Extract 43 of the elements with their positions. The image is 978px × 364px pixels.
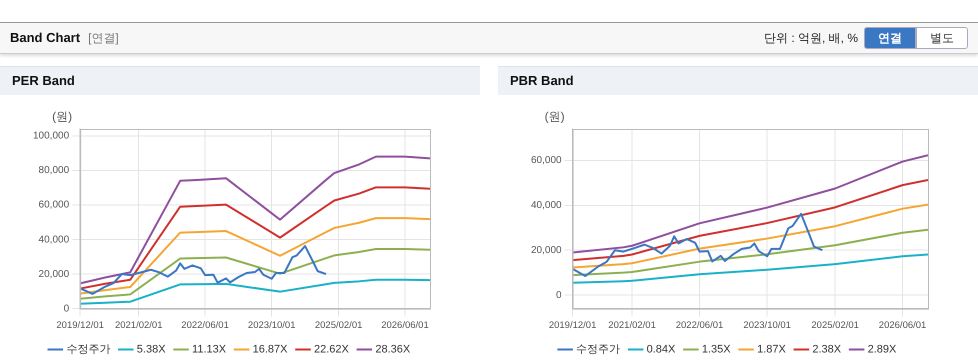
y-tick-label: 60,000 [530, 155, 562, 166]
legend-label: 11.13X [192, 344, 227, 356]
y-axis-title: (원) [52, 109, 72, 124]
y-tick-label: 60,000 [38, 200, 70, 211]
legend-label: 수정주가 [576, 344, 620, 356]
legend-label: 수정주가 [66, 344, 110, 356]
x-tick-label: 2026/06/01 [878, 320, 926, 331]
y-tick-label: 100,000 [32, 130, 70, 142]
x-tick-label: 2019/12/01 [56, 320, 104, 331]
x-tick-label: 2025/02/01 [811, 320, 859, 331]
y-tick-label: 80,000 [38, 165, 70, 176]
x-tick-label: 2025/02/01 [314, 320, 362, 331]
x-tick-label: 2023/10/01 [248, 320, 296, 331]
chart-title: PER Band [0, 66, 480, 95]
x-tick-label: 2026/06/01 [381, 320, 429, 331]
x-tick-label: 2023/10/01 [743, 320, 791, 331]
y-tick-label: 0 [556, 290, 562, 301]
y-tick-label: 20,000 [530, 244, 562, 256]
legend-label: 2.38X [812, 344, 842, 356]
text: 연결 [864, 27, 916, 49]
text: Band Chart [10, 30, 80, 45]
text: 별도 [916, 27, 968, 49]
x-tick-label: 2022/06/01 [676, 320, 724, 331]
legend-label: 2.89X [868, 344, 898, 356]
legend-label: 0.84X [646, 344, 676, 356]
text: 단위 : 억원, 배, % [764, 30, 858, 46]
legend-label: 16.87X [252, 344, 288, 356]
legend-label: 1.87X [757, 344, 787, 356]
x-tick-label: 2021/02/01 [114, 320, 162, 331]
y-tick-label: 0 [64, 303, 70, 314]
legend-label: 28.36X [375, 344, 411, 356]
x-tick-label: 2021/02/01 [608, 320, 656, 331]
legend-label: 1.35X [702, 344, 732, 356]
y-tick-label: 40,000 [38, 234, 70, 246]
y-tick-label: 40,000 [530, 200, 562, 212]
legend-label: 5.38X [136, 344, 166, 356]
text: [연결] [88, 31, 119, 45]
y-axis-title: (원) [544, 109, 565, 124]
y-tick-label: 20,000 [38, 268, 70, 280]
x-tick-label: 2022/06/01 [181, 320, 229, 331]
legend-label: 22.62X [314, 344, 350, 356]
chart-title: PBR Band [498, 66, 978, 95]
x-tick-label: 2019/12/01 [548, 320, 596, 331]
